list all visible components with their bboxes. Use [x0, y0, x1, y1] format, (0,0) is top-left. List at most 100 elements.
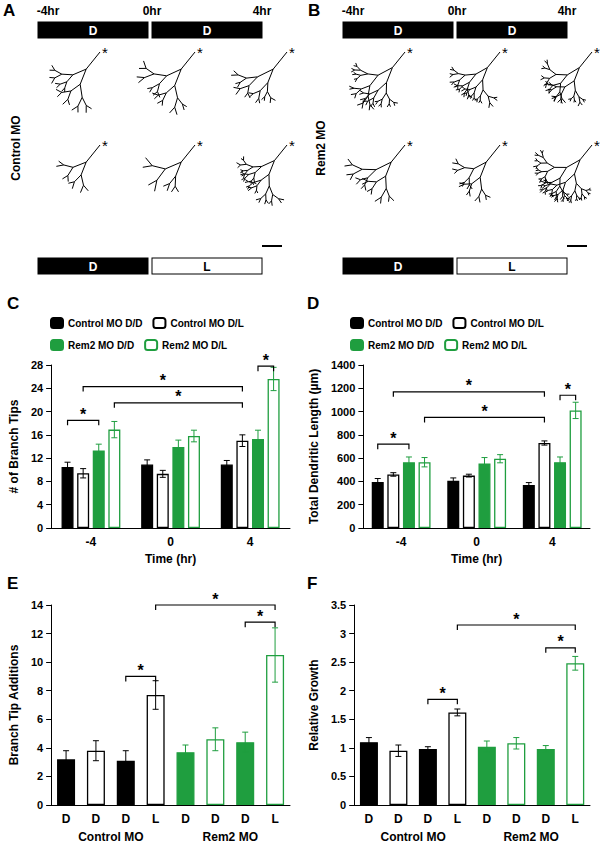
- svg-text:*: *: [212, 591, 219, 608]
- svg-text:*: *: [138, 662, 145, 679]
- svg-text:L: L: [203, 260, 210, 274]
- svg-text:16: 16: [31, 429, 43, 441]
- svg-text:4hr: 4hr: [253, 4, 272, 18]
- svg-text:800: 800: [337, 429, 355, 441]
- svg-text:*: *: [175, 388, 182, 405]
- svg-text:D: D: [92, 812, 101, 826]
- svg-text:4hr: 4hr: [558, 4, 577, 18]
- svg-text:*: *: [80, 406, 87, 423]
- svg-text:*: *: [102, 44, 108, 61]
- svg-text:Rem2 MO: Rem2 MO: [503, 830, 558, 844]
- svg-text:3.5: 3.5: [331, 599, 346, 611]
- svg-text:1400: 1400: [331, 359, 355, 371]
- svg-text:3: 3: [340, 628, 346, 640]
- svg-text:0: 0: [340, 799, 346, 811]
- svg-text:*: *: [440, 685, 447, 702]
- svg-text:1000: 1000: [331, 406, 355, 418]
- svg-text:*: *: [102, 137, 108, 154]
- svg-text:*: *: [263, 352, 270, 369]
- svg-text:0: 0: [37, 799, 43, 811]
- svg-text:Rem2 MO D/L: Rem2 MO D/L: [462, 340, 527, 351]
- svg-text:L: L: [152, 812, 159, 826]
- svg-text:D: D: [241, 812, 250, 826]
- svg-text:24: 24: [31, 382, 44, 394]
- svg-text:200: 200: [337, 499, 355, 511]
- svg-text:1: 1: [340, 742, 346, 754]
- svg-text:4: 4: [37, 742, 44, 754]
- svg-text:D: D: [394, 812, 403, 826]
- svg-text:12: 12: [31, 628, 43, 640]
- svg-text:D: D: [394, 24, 403, 38]
- svg-text:*: *: [289, 44, 295, 61]
- svg-text:D: D: [181, 812, 190, 826]
- svg-text:L: L: [454, 812, 461, 826]
- svg-text:Control MO D/L: Control MO D/L: [170, 318, 243, 329]
- svg-text:D: D: [307, 294, 319, 313]
- svg-text:0: 0: [473, 535, 480, 549]
- svg-text:D: D: [89, 260, 98, 274]
- svg-text:0: 0: [349, 522, 355, 534]
- svg-text:Control MO D/D: Control MO D/D: [368, 318, 442, 329]
- svg-text:2: 2: [340, 685, 346, 697]
- svg-text:0: 0: [37, 522, 43, 534]
- svg-text:1.5: 1.5: [331, 713, 346, 725]
- svg-text:Rem2 MO D/L: Rem2 MO D/L: [162, 340, 227, 351]
- svg-text:0: 0: [167, 535, 174, 549]
- svg-text:*: *: [502, 137, 508, 154]
- svg-text:*: *: [513, 611, 520, 628]
- svg-text:Rem2 MO D/D: Rem2 MO D/D: [368, 340, 434, 351]
- svg-text:Time (hr): Time (hr): [451, 552, 502, 566]
- svg-text:D: D: [512, 812, 521, 826]
- svg-text:D: D: [541, 812, 550, 826]
- svg-text:E: E: [7, 574, 18, 593]
- svg-text:8: 8: [37, 685, 43, 697]
- svg-text:2.5: 2.5: [331, 656, 346, 668]
- svg-text:Control MO: Control MO: [78, 830, 143, 844]
- svg-text:600: 600: [337, 452, 355, 464]
- svg-text:*: *: [289, 137, 295, 154]
- svg-text:Control MO D/L: Control MO D/L: [470, 318, 543, 329]
- svg-text:*: *: [197, 44, 203, 61]
- svg-text:Control MO: Control MO: [9, 115, 23, 180]
- svg-text:A: A: [3, 1, 15, 20]
- svg-text:D: D: [365, 812, 374, 826]
- svg-text:D: D: [394, 260, 403, 274]
- svg-text:C: C: [7, 294, 19, 313]
- svg-text:*: *: [390, 430, 397, 447]
- svg-text:L: L: [271, 812, 278, 826]
- svg-text:Rem2 MO D/D: Rem2 MO D/D: [68, 340, 134, 351]
- svg-text:*: *: [407, 44, 413, 61]
- svg-text:0hr: 0hr: [448, 4, 467, 18]
- svg-text:D: D: [508, 24, 517, 38]
- svg-text:D: D: [121, 812, 130, 826]
- svg-text:Total Dendritic Length (µm): Total Dendritic Length (µm): [307, 369, 321, 524]
- svg-text:-4: -4: [396, 535, 407, 549]
- svg-text:L: L: [508, 260, 515, 274]
- svg-text:400: 400: [337, 475, 355, 487]
- svg-text:*: *: [160, 372, 167, 389]
- svg-text:6: 6: [37, 713, 43, 725]
- svg-text:2: 2: [37, 770, 43, 782]
- svg-text:Branch Tip Additions: Branch Tip Additions: [7, 644, 21, 765]
- svg-text:-4: -4: [86, 535, 97, 549]
- svg-text:0.5: 0.5: [331, 770, 346, 782]
- svg-text:4: 4: [549, 535, 556, 549]
- svg-text:Rem2 MO: Rem2 MO: [314, 120, 328, 175]
- svg-text:*: *: [481, 403, 488, 420]
- svg-text:28: 28: [31, 359, 43, 371]
- svg-text:L: L: [572, 812, 579, 826]
- svg-text:4: 4: [37, 499, 44, 511]
- svg-text:F: F: [307, 574, 317, 593]
- svg-text:D: D: [211, 812, 220, 826]
- svg-text:*: *: [594, 44, 600, 61]
- svg-text:*: *: [466, 377, 473, 394]
- svg-text:Control MO D/D: Control MO D/D: [68, 318, 142, 329]
- svg-text:B: B: [308, 1, 320, 20]
- svg-text:1200: 1200: [331, 382, 355, 394]
- svg-text:# of Branch Tips: # of Branch Tips: [7, 399, 21, 493]
- svg-text:14: 14: [31, 599, 44, 611]
- svg-text:10: 10: [31, 656, 43, 668]
- svg-text:*: *: [557, 633, 564, 650]
- svg-text:D: D: [424, 812, 433, 826]
- svg-text:-4hr: -4hr: [342, 4, 365, 18]
